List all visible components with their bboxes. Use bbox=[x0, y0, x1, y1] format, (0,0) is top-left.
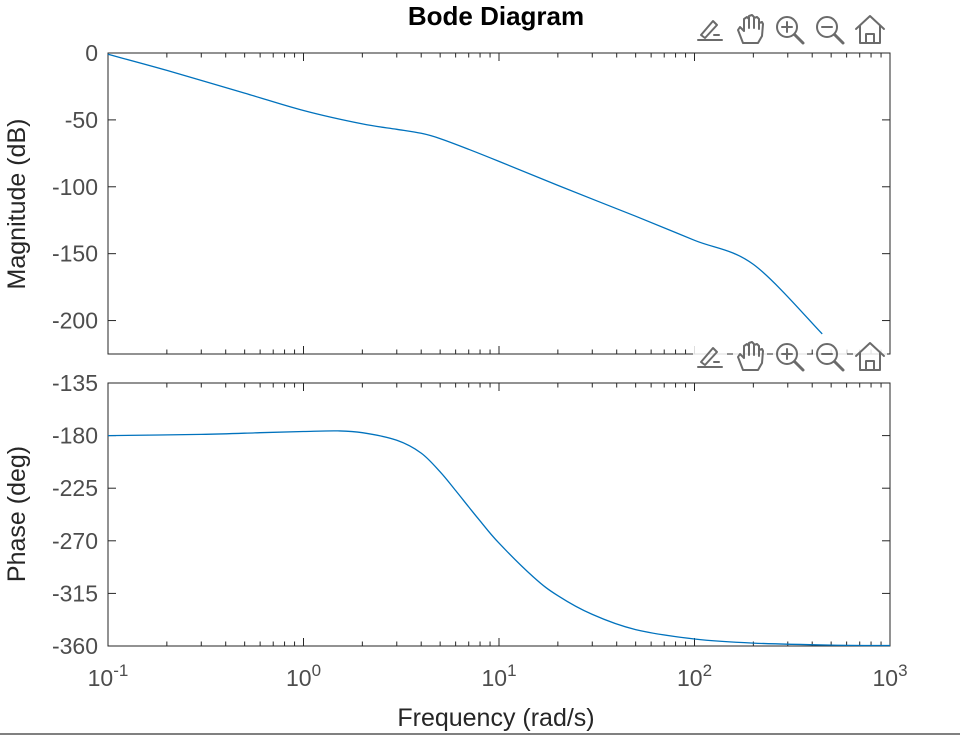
axes-toolbar-magnitude bbox=[693, 13, 887, 47]
phase-plot-box bbox=[107, 382, 891, 647]
y-tick-label: -50 bbox=[65, 107, 98, 133]
y-tick-label: -315 bbox=[52, 580, 98, 606]
y-tick-label: -360 bbox=[52, 633, 98, 659]
x-tick-label: 102 bbox=[677, 661, 712, 691]
y-tick-label: -225 bbox=[52, 475, 98, 501]
x-tick-label: 100 bbox=[286, 661, 321, 691]
y-tick-label: 0 bbox=[85, 40, 98, 66]
magnitude-axes: 0 -50 -100 -150 -200 bbox=[52, 40, 891, 355]
edit-icon[interactable] bbox=[693, 13, 727, 47]
phase-y-axis-label: Phase (deg) bbox=[3, 446, 31, 582]
x-tick-label: 10-1 bbox=[88, 661, 129, 691]
zoom-in-icon[interactable] bbox=[773, 13, 807, 47]
x-axis-label: Frequency (rad/s) bbox=[397, 704, 594, 732]
edit-icon[interactable] bbox=[693, 340, 727, 374]
y-tick-label: -150 bbox=[52, 241, 98, 267]
magnitude-plot-box bbox=[107, 52, 891, 355]
y-tick-label: -100 bbox=[52, 174, 98, 200]
axes-toolbar-phase bbox=[693, 340, 887, 374]
home-icon[interactable] bbox=[853, 340, 887, 374]
window-bottom-border bbox=[0, 733, 960, 735]
y-tick-label: -135 bbox=[52, 370, 98, 396]
x-tick-label: 103 bbox=[872, 661, 907, 691]
y-tick-label: -200 bbox=[52, 308, 98, 334]
zoom-out-icon[interactable] bbox=[813, 13, 847, 47]
chart-title: Bode Diagram bbox=[408, 1, 584, 31]
pan-icon[interactable] bbox=[733, 340, 767, 374]
phase-axes: -135 -180 -225 -270 -315 -360 bbox=[52, 370, 891, 659]
home-icon[interactable] bbox=[853, 13, 887, 47]
magnitude-y-axis-label: Magnitude (dB) bbox=[3, 119, 31, 290]
magnitude-series-line bbox=[107, 53, 823, 335]
pan-icon[interactable] bbox=[733, 13, 767, 47]
phase-series-line bbox=[107, 430, 891, 647]
zoom-out-icon[interactable] bbox=[813, 340, 847, 374]
zoom-in-icon[interactable] bbox=[773, 340, 807, 374]
x-tick-label: 101 bbox=[481, 661, 516, 691]
y-tick-label: -180 bbox=[52, 423, 98, 449]
y-tick-label: -270 bbox=[52, 528, 98, 554]
